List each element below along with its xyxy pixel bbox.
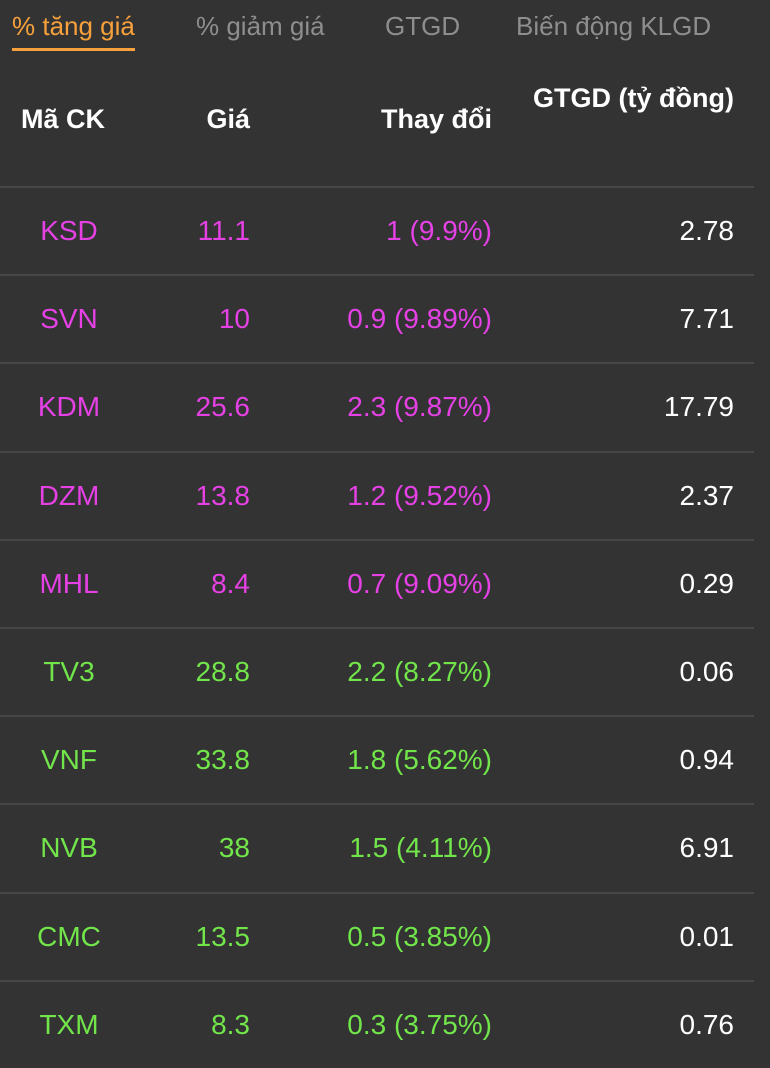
stock-trading-value: 0.94 [679,744,735,776]
stock-code[interactable]: CMC [37,920,101,952]
tab-price-increase[interactable]: % tăng giá [12,11,135,51]
stock-price: 13.5 [195,920,251,952]
table-row[interactable]: TXM 8.3 0.3 (3.75%) 0.76 [0,979,754,1068]
stock-code[interactable]: DZM [38,479,100,511]
stock-price: 13.8 [195,479,251,511]
table-row[interactable]: KDM 25.6 2.3 (9.87%) 17.79 [0,362,754,450]
stock-code[interactable]: KSD [40,215,98,246]
stock-change: 1.2 (9.52%) [347,479,492,511]
table-row[interactable]: KSD 11.1 1 (9.9%) 2.78 [0,186,754,274]
stock-change: 1 (9.9%) [386,215,492,246]
stock-price: 8.3 [211,1008,250,1040]
column-header-change: Thay đổi [380,104,492,134]
stock-change: 0.9 (9.89%) [347,303,492,335]
stock-change: 0.5 (3.85%) [347,920,492,952]
stock-code[interactable]: KDM [37,391,101,423]
column-header-code: Mã CK [21,104,106,134]
table-row[interactable]: TV3 28.8 2.2 (8.27%) 0.06 [0,626,754,715]
stock-change: 2.3 (9.87%) [347,391,492,423]
stock-price: 8.4 [211,567,250,599]
stock-change: 0.7 (9.09%) [347,567,492,599]
column-header-price: Giá [206,104,250,134]
stock-price: 10 [218,303,250,335]
table-header: Mã CK Giá Thay đổi GTGD (tỷ đồng) [0,60,770,186]
stock-price: 11.1 [197,215,250,246]
stock-code[interactable]: SVN [40,303,98,335]
stock-trading-value: 0.29 [679,567,735,599]
stock-trading-value: 2.37 [679,479,735,511]
stock-trading-value: 0.76 [679,1008,735,1040]
stock-trading-value: 0.01 [679,920,735,952]
stock-code[interactable]: TV3 [43,655,95,687]
tab-bar: % tăng giá % giảm giá GTGD Biến động KLG… [0,0,770,56]
stock-change: 1.8 (5.62%) [347,744,492,776]
stock-trading-value: 17.79 [663,391,734,423]
stock-price: 25.6 [195,391,251,423]
stock-code[interactable]: VNF [41,744,97,776]
tab-trading-value[interactable]: GTGD [385,11,461,41]
table-row[interactable]: SVN 10 0.9 (9.89%) 7.71 [0,274,754,362]
table-row[interactable]: VNF 33.8 1.8 (5.62%) 0.94 [0,715,754,803]
stock-price: 33.8 [195,744,251,776]
table-row[interactable]: NVB 38 1.5 (4.11%) 6.91 [0,803,754,891]
tab-price-decrease[interactable]: % giảm giá [196,11,325,41]
table-row[interactable]: DZM 13.8 1.2 (9.52%) 2.37 [0,450,754,539]
stock-trading-value: 2.78 [679,215,735,246]
stock-price: 28.8 [195,655,251,687]
column-header-value: GTGD (tỷ đồng) [533,83,734,113]
stock-code[interactable]: TXM [39,1008,99,1040]
stock-table-body: KSD 11.1 1 (9.9%) 2.78 SVN 10 0.9 (9.89%) 7.71 K… [0,186,754,1068]
table-row[interactable]: CMC 13.5 0.5 (3.85%) 0.01 [0,891,754,980]
stock-code[interactable]: NVB [40,832,98,864]
stock-change: 2.2 (8.27%) [347,655,492,687]
stock-change: 1.5 (4.11%) [349,832,492,864]
stock-change: 0.3 (3.75%) [347,1008,492,1040]
stock-price: 38 [218,832,250,864]
tab-volume-change[interactable]: Biến động KLGD [516,11,712,41]
table-row[interactable]: MHL 8.4 0.7 (9.09%) 0.29 [0,538,754,627]
stock-trading-value: 7.71 [679,303,735,335]
stock-trading-value: 0.06 [679,655,735,687]
stock-trading-value: 6.91 [679,832,735,864]
stock-code[interactable]: MHL [39,567,99,599]
